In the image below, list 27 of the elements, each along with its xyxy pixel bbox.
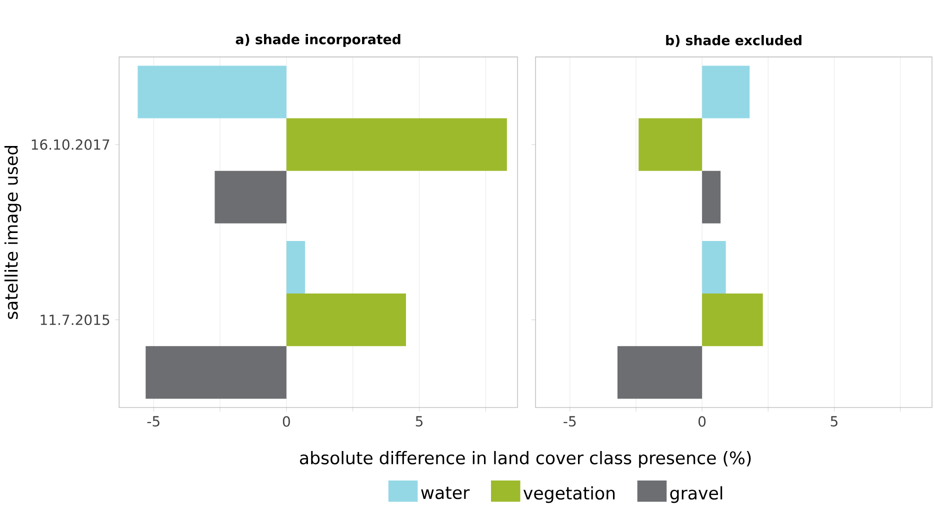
bar [702, 293, 763, 346]
bar [702, 240, 726, 294]
bar [617, 346, 702, 399]
bar [214, 170, 286, 224]
x-tick-label: 0 [282, 416, 290, 427]
y-tick-label: 16.10.2017 [32, 139, 110, 150]
legend-label: vegetation [523, 486, 615, 503]
legend-label: water [421, 486, 470, 499]
bar [286, 240, 306, 294]
y-tick-label: 11.7.2015 [40, 314, 110, 325]
legend-label: gravel [670, 486, 722, 503]
bar [286, 118, 507, 171]
bar [146, 346, 286, 399]
bar [286, 293, 406, 346]
bar [638, 118, 702, 171]
x-tick-label: -5 [564, 416, 576, 426]
bar [138, 66, 286, 118]
x-axis-title: absolute difference in land cover class presence (%) [300, 450, 751, 468]
x-tick-label: 0 [698, 416, 706, 427]
y-axis-title: satellite image used [4, 146, 22, 319]
x-tick-label: 5 [830, 416, 838, 426]
x-tick-label: 5 [416, 416, 422, 426]
bar [702, 66, 750, 118]
bar [702, 170, 721, 224]
chart-title: b) shade excluded [666, 34, 802, 47]
x-tick-label: -5 [147, 416, 160, 426]
chart-title: a) shade incorporated [236, 34, 400, 47]
